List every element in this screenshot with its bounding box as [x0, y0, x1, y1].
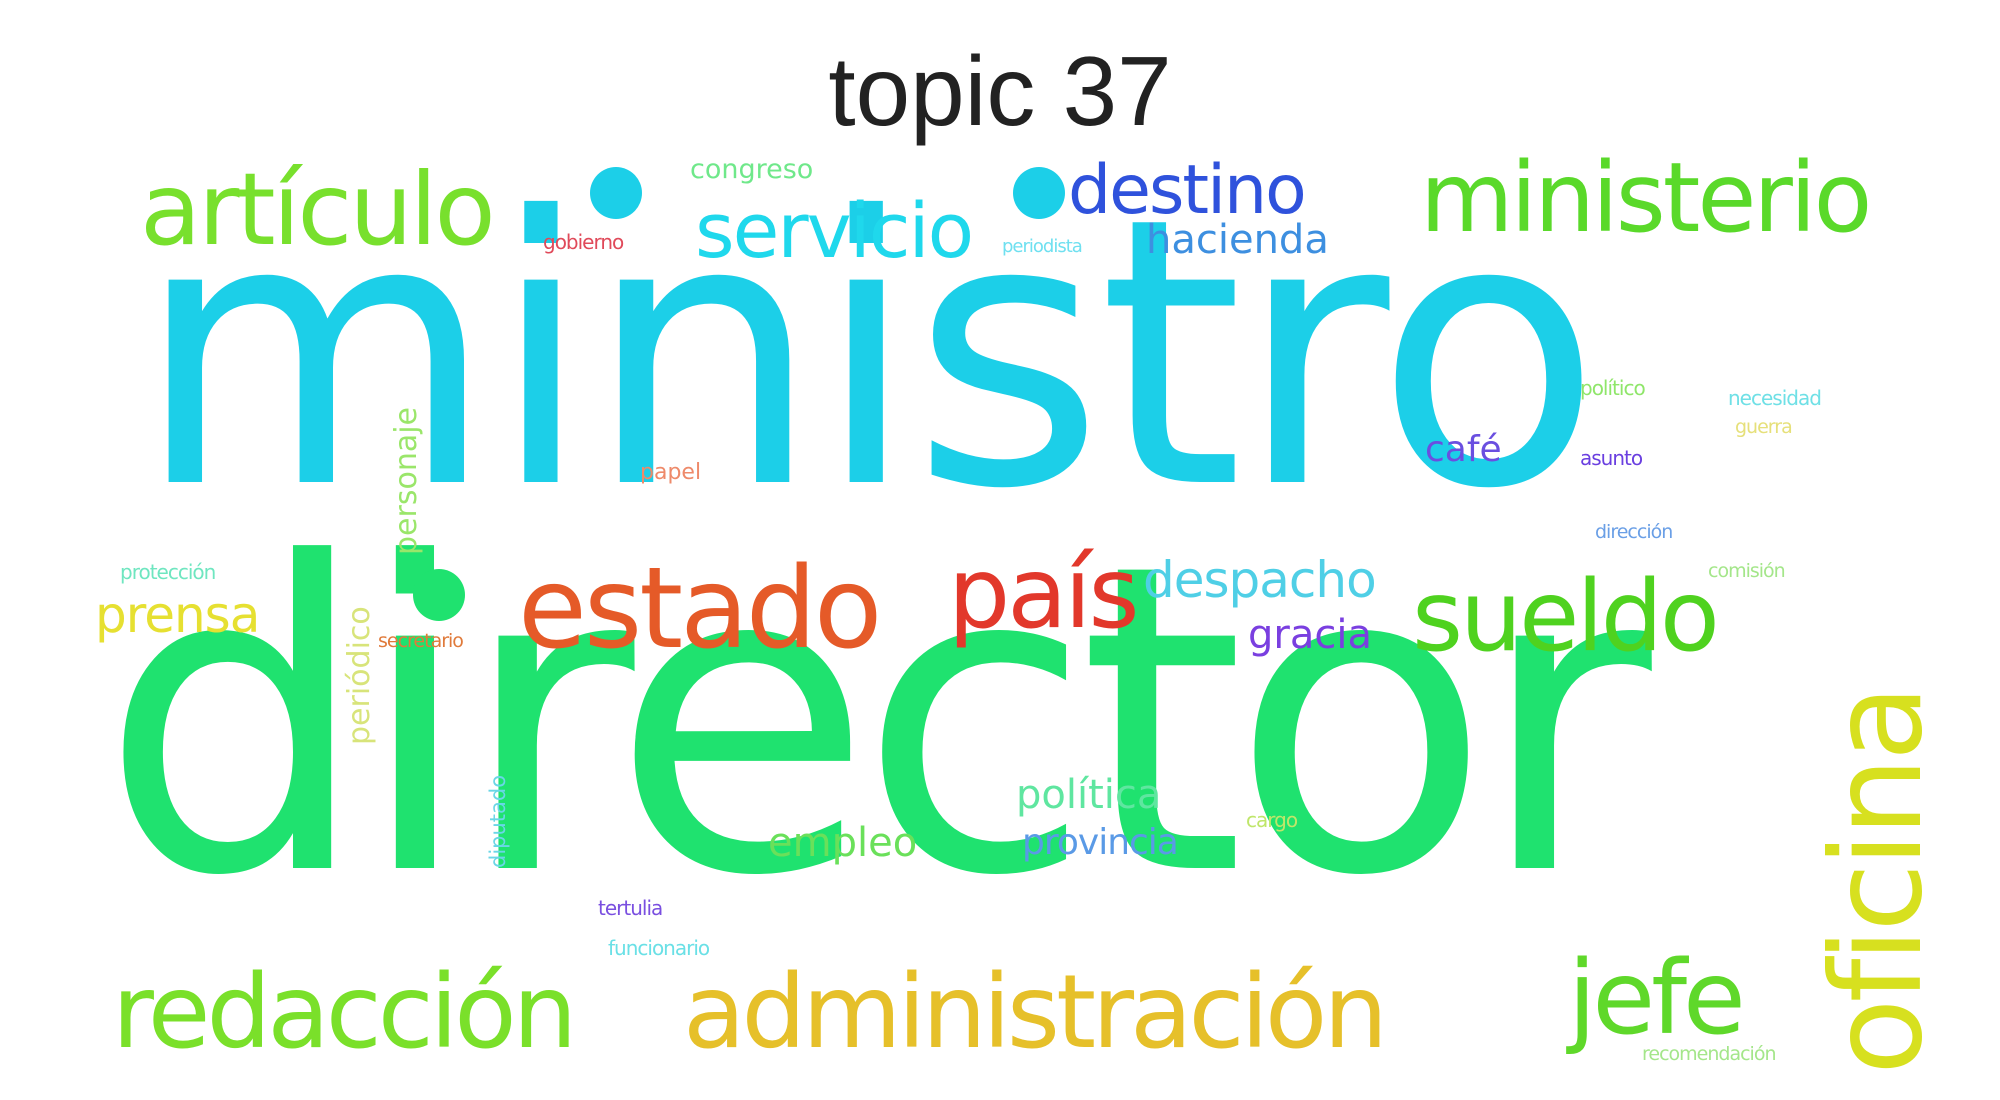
- word-gobierno: gobierno: [543, 230, 624, 254]
- word-provincia: provincia: [1022, 822, 1179, 863]
- tittle-dot: [590, 167, 642, 219]
- word-necesidad: necesidad: [1728, 386, 1822, 410]
- word-personaje: personaje: [389, 406, 424, 555]
- word-administracion: administración: [683, 953, 1388, 1072]
- word-funcionario: funcionario: [608, 936, 710, 960]
- word-proteccion: protección: [120, 560, 216, 584]
- word-articulo: artículo: [140, 151, 496, 268]
- word-tertulia: tertulia: [598, 896, 663, 920]
- word-destino: destino: [1068, 151, 1307, 230]
- chart-title: topic 37: [828, 36, 1172, 146]
- word-jefe: jefe: [1568, 939, 1746, 1058]
- word-comision: comisión: [1708, 560, 1786, 582]
- word-ministerio: ministerio: [1420, 142, 1872, 254]
- tittle-dot: [413, 569, 465, 621]
- word-estado: estado: [518, 544, 882, 674]
- word-servicio: servicio: [695, 186, 974, 275]
- word-gracia: gracia: [1248, 612, 1372, 658]
- word-politica: política: [1016, 772, 1162, 818]
- word-guerra: guerra: [1735, 416, 1793, 438]
- word-despacho: despacho: [1143, 551, 1377, 609]
- word-hacienda: hacienda: [1146, 217, 1329, 263]
- word-diputado: diputado: [486, 774, 510, 868]
- word-recomendacion: recomendación: [1642, 1043, 1776, 1065]
- word-periodico: periódico: [342, 606, 377, 745]
- word-secretario: secretario: [378, 630, 464, 652]
- word-pais: país: [948, 537, 1140, 651]
- word-politico: político: [1580, 376, 1646, 400]
- word-papel: papel: [640, 460, 702, 485]
- word-empleo: empleo: [768, 820, 918, 866]
- word-cargo: cargo: [1246, 808, 1298, 832]
- word-direccion: dirección: [1595, 521, 1673, 543]
- word-cafe: café: [1425, 429, 1502, 470]
- word-asunto: asunto: [1580, 446, 1643, 470]
- word-sueldo: sueldo: [1412, 560, 1720, 674]
- word-ministro: ministro: [135, 140, 1602, 570]
- word-director: director: [100, 475, 1652, 969]
- word-periodista: periodista: [1002, 236, 1083, 257]
- word-congreso: congreso: [690, 154, 814, 185]
- word-oficina: oficina: [1805, 688, 1950, 1076]
- word-redaccion: redacción: [112, 953, 577, 1072]
- word-prensa: prensa: [95, 586, 260, 644]
- tittle-dot: [1013, 167, 1065, 219]
